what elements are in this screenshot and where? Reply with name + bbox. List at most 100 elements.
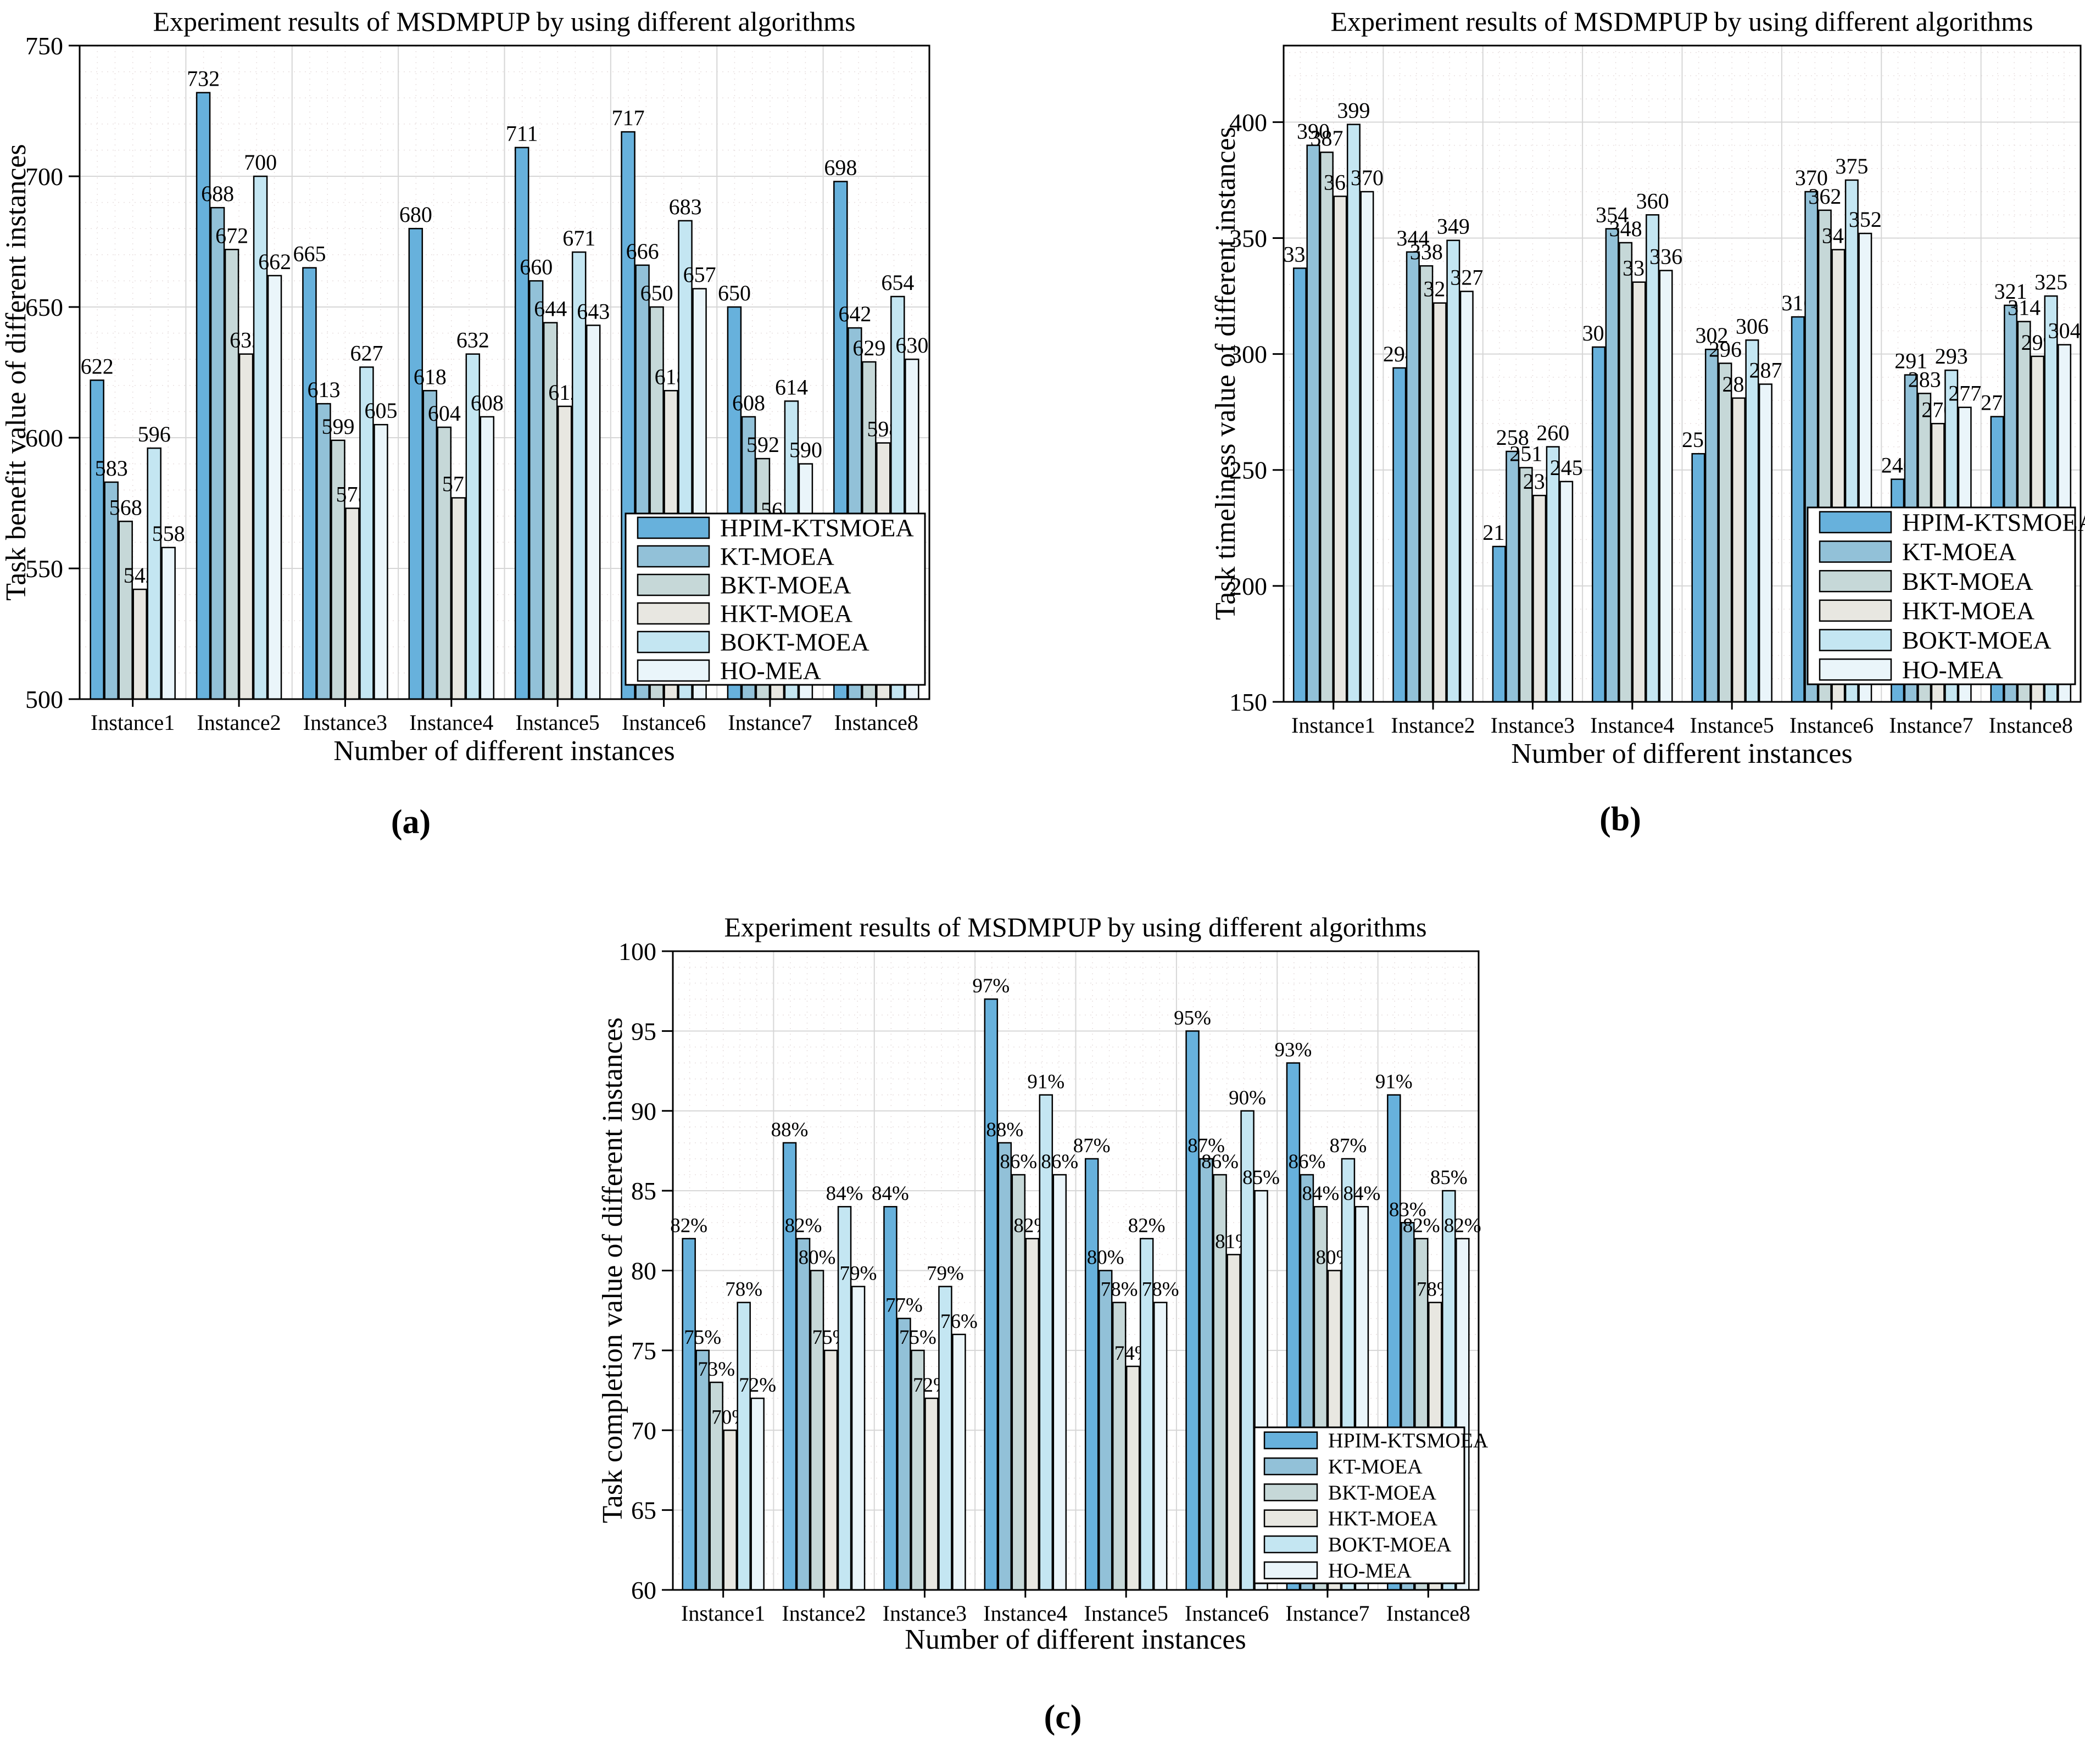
bar-value-label: 321	[1994, 279, 2027, 304]
bar-value-label: 650	[640, 281, 673, 305]
bar-value-label: 72%	[739, 1374, 776, 1397]
bar	[118, 521, 133, 700]
bar-value-label: 82%	[1403, 1214, 1440, 1237]
bar-value-label: 683	[669, 194, 702, 219]
y-tick-label: 350	[1229, 224, 1267, 252]
bar-value-label: 97%	[972, 975, 1010, 997]
bar-value-label: 287	[1749, 358, 1782, 383]
bar	[1519, 467, 1533, 703]
bar-value-label: 665	[293, 242, 326, 266]
bar	[1619, 242, 1633, 703]
legend-label: HKT-MOEA	[1902, 596, 2034, 624]
bar	[897, 1318, 911, 1591]
bar-value-label: 354	[1596, 203, 1629, 227]
x-tick-label: Instance8	[834, 710, 918, 735]
legend-swatch	[637, 545, 710, 568]
legend-label: HPIM-KTSMOEA	[720, 514, 914, 542]
bar-value-label: 84%	[1343, 1182, 1381, 1205]
x-tick-label: Instance2	[1391, 713, 1475, 738]
bar	[161, 546, 176, 700]
x-tick-label: Instance5	[1084, 1601, 1168, 1626]
bar-value-label: 77%	[885, 1294, 923, 1317]
bar	[132, 588, 147, 700]
bar	[1646, 214, 1660, 703]
chart-c-render-layer: 82%88%84%97%87%95%93%91%75%82%77%88%80%8…	[618, 937, 1489, 1626]
bar-value-label: 666	[626, 239, 659, 264]
bar	[1791, 316, 1805, 703]
x-tick-label: Instance4	[409, 710, 493, 735]
bar	[1333, 196, 1347, 703]
bar	[810, 1270, 824, 1591]
bar-value-label: 260	[1536, 421, 1569, 445]
bar	[1346, 124, 1361, 703]
bar	[359, 366, 374, 700]
x-tick-label: Instance4	[1590, 713, 1674, 738]
y-tick-label: 95	[631, 1017, 656, 1045]
bar-value-label: 605	[364, 398, 397, 423]
x-tick-label: Instance1	[91, 710, 175, 735]
bar	[1185, 1030, 1200, 1591]
legend-swatch	[1819, 511, 1892, 534]
bar-value-label: 352	[1849, 207, 1882, 232]
bar	[1153, 1302, 1168, 1591]
bar-value-label: 84%	[872, 1182, 909, 1205]
bar-value-label: 78%	[1101, 1279, 1138, 1301]
bar-value-label: 86%	[1041, 1151, 1078, 1173]
legend-label: KT-MOEA	[720, 543, 834, 571]
bar-value-label: 680	[399, 202, 432, 227]
legend-label: BOKT-MOEA	[720, 628, 869, 656]
bar-value-label: 277	[1948, 381, 1981, 406]
y-tick-label: 750	[25, 32, 63, 60]
bar	[1432, 302, 1447, 703]
bar-value-label: 314	[2008, 295, 2041, 320]
bar	[1492, 545, 1506, 703]
bar-value-label: 650	[718, 281, 751, 305]
bar	[1532, 494, 1547, 703]
bar-value-label: 90%	[1229, 1087, 1266, 1109]
bar	[695, 1349, 710, 1591]
bar-value-label: 622	[81, 354, 114, 378]
legend-label: BKT-MOEA	[720, 571, 851, 599]
bar-value-label: 654	[881, 270, 914, 295]
bar	[586, 325, 601, 700]
legend-swatch	[1263, 1561, 1318, 1579]
bar-value-label: 325	[2034, 270, 2067, 294]
bar-value-label: 80%	[1087, 1247, 1124, 1269]
bar	[408, 227, 423, 700]
bar	[1084, 1158, 1099, 1591]
bar	[1446, 239, 1460, 703]
bar-value-label: 375	[1835, 154, 1868, 178]
bar-value-label: 293	[1935, 344, 1968, 369]
bar-value-label: 596	[138, 422, 171, 446]
bar	[1199, 1158, 1213, 1591]
bar-value-label: 91%	[1027, 1071, 1064, 1093]
y-tick-label: 650	[25, 293, 63, 321]
legend-label: HO-MEA	[1902, 656, 2003, 684]
bar	[1360, 191, 1374, 703]
bar-value-label: 642	[838, 302, 871, 326]
legend-swatch	[637, 602, 710, 625]
bar	[514, 147, 529, 700]
bar	[1392, 367, 1407, 703]
legend-label: HKT-MOEA	[720, 600, 852, 628]
bar-value-label: 583	[95, 456, 128, 481]
bar-value-label: 568	[109, 495, 142, 520]
bar-value-label: 338	[1410, 239, 1443, 264]
x-tick-label: Instance8	[1989, 713, 2073, 738]
bar-value-label: 73%	[698, 1358, 735, 1381]
bar-value-label: 79%	[927, 1263, 964, 1285]
bar-value-label: 698	[824, 155, 857, 180]
bar	[1319, 151, 1334, 703]
bar-value-label: 86%	[1000, 1151, 1037, 1173]
legend-swatch	[1819, 570, 1892, 593]
bar	[1718, 362, 1732, 703]
bar-value-label: 629	[852, 336, 885, 360]
bar	[1605, 228, 1619, 703]
bar	[480, 416, 495, 700]
legend-box	[1807, 506, 2076, 685]
bar	[1659, 270, 1673, 703]
bar-value-label: 630	[895, 333, 928, 358]
legend-swatch	[1263, 1483, 1318, 1501]
